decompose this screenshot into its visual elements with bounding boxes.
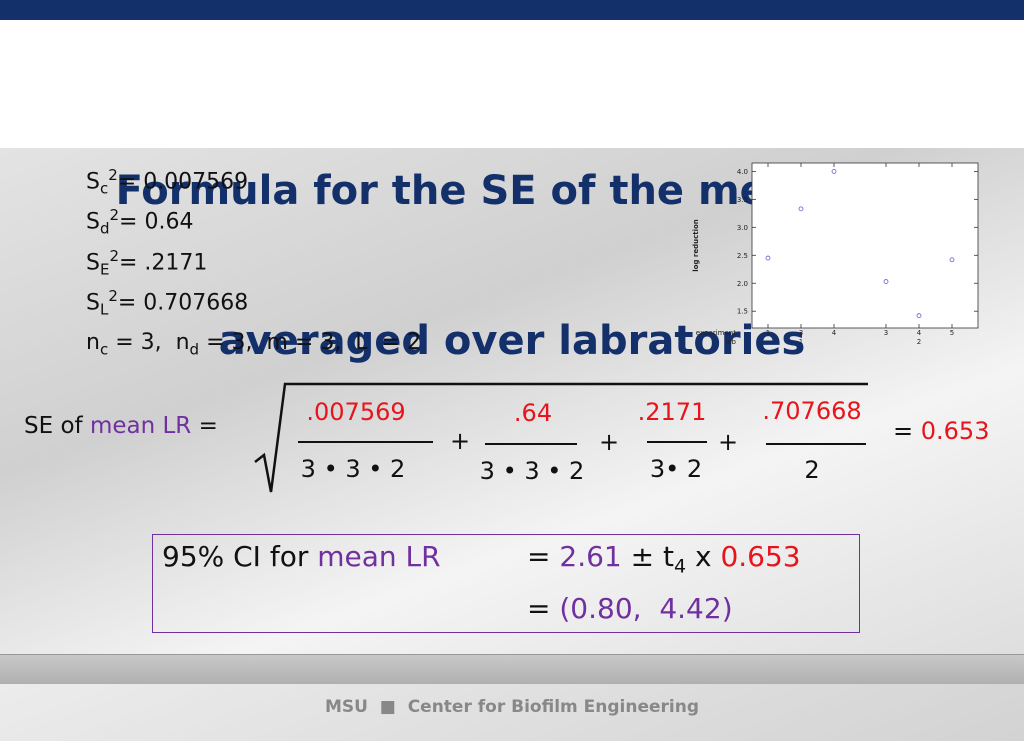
- point: [916, 313, 922, 319]
- title-line: averaged over labratories: [218, 318, 806, 364]
- text: =: [527, 592, 551, 625]
- x-tick-label: 5: [950, 329, 954, 337]
- sup: 2: [109, 247, 119, 265]
- text: =: [198, 413, 218, 439]
- x-tick-label: 3: [799, 329, 803, 337]
- value: = 0.64: [119, 209, 194, 235]
- y-tick-label: 3.0: [737, 224, 748, 232]
- symbol: S: [86, 250, 100, 276]
- value: 0.653: [920, 417, 990, 445]
- text: SE of: [24, 413, 83, 439]
- value: = .2171: [119, 250, 208, 276]
- value: = 0.007569: [117, 169, 249, 195]
- y-tick-label: 4.0: [737, 168, 748, 176]
- slide: Formula for the SE of the mean LR, avera…: [0, 0, 1024, 717]
- plus: +: [718, 428, 739, 456]
- fraction-line: [485, 443, 577, 445]
- sup: 2: [108, 166, 118, 184]
- fraction-line: [647, 441, 707, 443]
- radical: [254, 382, 868, 493]
- ci-interval: = (0.80, 4.42): [527, 592, 733, 625]
- value: = 0.707668: [117, 290, 249, 316]
- sub: d: [99, 219, 110, 238]
- numerator: .707668: [762, 397, 862, 425]
- highlight: mean LR: [89, 413, 192, 439]
- denominator: 3• 2: [649, 455, 703, 483]
- text: Center for Biofilm Engineering: [407, 697, 700, 717]
- title-area: Formula for the SE of the mean LR, avera…: [0, 20, 1024, 364]
- group-label: 1: [799, 338, 803, 346]
- x-tick-label: 3: [884, 329, 888, 337]
- y-tick-label: 1.5: [737, 308, 748, 316]
- point: [831, 168, 837, 174]
- sub: L: [99, 300, 109, 319]
- text: ± t: [630, 540, 674, 573]
- result: = 0.653: [893, 417, 989, 445]
- highlight: mean LR: [317, 540, 441, 573]
- text: MSU: [324, 697, 368, 717]
- y-axis-label: log reduction: [692, 219, 700, 272]
- sqrt-sign: [254, 382, 868, 493]
- symbol: S: [86, 290, 100, 316]
- fraction-line: [298, 441, 433, 443]
- denominator: 2: [804, 456, 820, 484]
- denominator: 3 • 3 • 2: [479, 457, 585, 485]
- sub: c: [99, 179, 109, 198]
- x-tick-label: 4: [917, 329, 922, 337]
- ci-label: 95% CI for mean LR: [162, 540, 441, 573]
- footer-text: MSU ■ Center for Biofilm Engineering: [324, 697, 700, 717]
- footer: MSU ■ Center for Biofilm Engineering: [0, 654, 1024, 717]
- sub: c: [99, 340, 109, 359]
- point: [883, 279, 889, 284]
- text: 95% CI for: [162, 540, 309, 573]
- sup: 2: [109, 206, 120, 224]
- x-tick-label: 4: [832, 329, 837, 337]
- fraction-line: [766, 443, 866, 445]
- plus: +: [599, 428, 620, 456]
- interval: (0.80, 4.42): [559, 592, 733, 625]
- counts: nc = 3, nd = 3, m = 3, L = 2: [86, 330, 421, 358]
- se: 0.653: [720, 540, 801, 573]
- variance: SL2= 0.707668: [86, 287, 248, 319]
- numerator: .007569: [306, 398, 406, 426]
- text: =: [893, 417, 914, 445]
- plus: +: [450, 427, 471, 455]
- y-tick-label: 2.0: [737, 280, 748, 288]
- sup: 2: [108, 287, 118, 305]
- text: x: [686, 540, 721, 573]
- numerator: .2171: [637, 398, 707, 426]
- symbol: S: [86, 169, 100, 195]
- sub: d: [189, 340, 200, 359]
- x-row-label: experiment: [696, 329, 736, 337]
- point: [798, 206, 804, 212]
- x-tick-label: 1: [766, 329, 770, 337]
- point: [765, 255, 771, 261]
- y-tick-label: 2.5: [737, 252, 748, 260]
- text: n: [86, 330, 100, 355]
- variance: Sd2= 0.64: [86, 206, 193, 238]
- variance: SE2= .2171: [86, 247, 207, 279]
- text: =: [527, 540, 551, 573]
- text: = 3, n: [108, 330, 190, 355]
- formula-label: SE of mean LR =: [24, 413, 218, 439]
- numerator: .64: [513, 399, 553, 427]
- y-tick-label: 3.5: [737, 196, 748, 204]
- symbol: S: [86, 209, 100, 235]
- estimate: 2.61: [559, 540, 622, 573]
- scatter-chart: 1.5 2.0 2.5 3.0 3.5 4.0 log reduction experimen…: [692, 162, 979, 346]
- group-label: 2: [917, 338, 921, 346]
- ci-formula: = 2.61 ± t4 x 0.653: [527, 540, 801, 578]
- variance: Sc2= 0.007569: [86, 166, 248, 198]
- text: = 3, m = 3, L = 2: [199, 330, 421, 355]
- ci-box: [152, 534, 860, 633]
- sub: E: [99, 260, 110, 279]
- plot-area: [751, 162, 979, 329]
- x-row-label: lab: [725, 338, 736, 346]
- sub: 4: [673, 555, 687, 578]
- denominator: 3 • 3 • 2: [300, 455, 406, 483]
- point: [949, 257, 955, 263]
- top-band: [0, 0, 1024, 20]
